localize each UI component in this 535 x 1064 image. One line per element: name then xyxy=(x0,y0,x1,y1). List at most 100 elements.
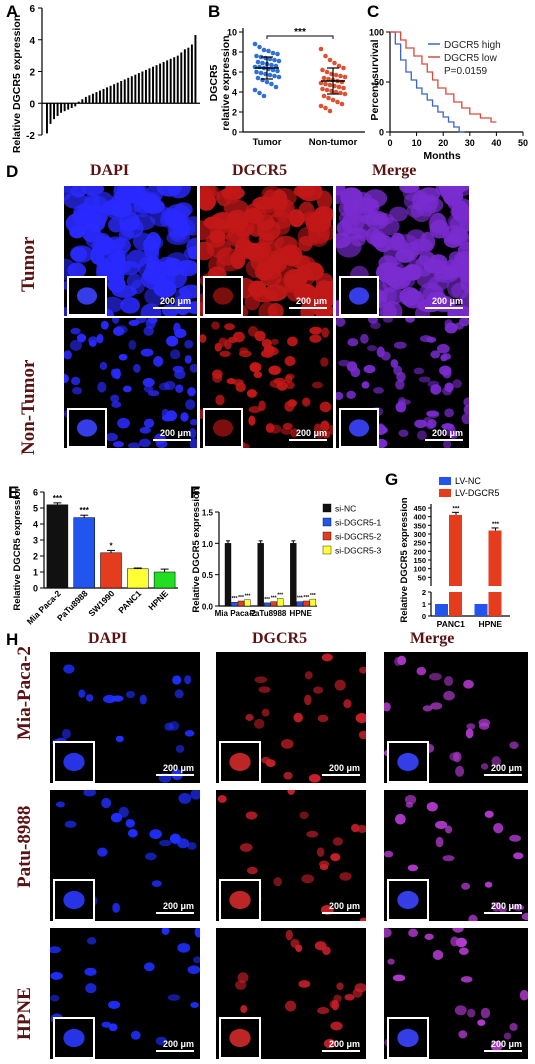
c-legend-label: DGCR5 low xyxy=(444,53,498,64)
cell xyxy=(301,397,311,407)
a-bar xyxy=(127,77,130,104)
cell xyxy=(209,229,226,243)
cell xyxy=(395,813,406,825)
g-ytick-label: 100 xyxy=(413,565,426,574)
cell xyxy=(293,285,311,301)
a-bar xyxy=(116,82,119,104)
c-series-line xyxy=(390,31,465,133)
scale-bar xyxy=(322,774,360,776)
inset-cell xyxy=(63,1028,85,1048)
cell xyxy=(443,439,452,448)
b-point xyxy=(272,57,277,63)
d-row-tumor: Tumor xyxy=(18,236,39,292)
cell xyxy=(128,339,137,351)
cell xyxy=(478,722,490,730)
cell xyxy=(84,967,97,976)
d-tumor-dapi: 200 μm xyxy=(64,186,197,316)
b-xtick-label: Non-tumor xyxy=(309,137,358,148)
b-point xyxy=(320,67,325,73)
f-bar xyxy=(290,543,297,607)
cell xyxy=(463,679,474,689)
cell xyxy=(331,999,340,1011)
cell xyxy=(321,327,330,338)
g-bar-upper xyxy=(449,514,462,586)
b-point xyxy=(338,73,343,79)
b-point xyxy=(333,72,339,78)
a-bar xyxy=(109,85,112,104)
cell xyxy=(382,300,403,316)
cell xyxy=(143,418,155,428)
e-xtick-label: SW1990 xyxy=(86,588,116,618)
inset-cell xyxy=(212,419,234,437)
cell xyxy=(509,741,519,749)
cell xyxy=(124,186,149,205)
b-point xyxy=(321,93,327,99)
cell xyxy=(309,326,322,335)
inset-image xyxy=(63,1028,85,1048)
cell xyxy=(376,346,385,358)
e-ytick-label: 4 xyxy=(33,520,38,530)
b-sig-bracket xyxy=(266,35,334,39)
cell xyxy=(336,982,344,990)
cell xyxy=(155,439,168,448)
cell xyxy=(432,949,444,960)
a-bar xyxy=(155,65,158,104)
a-bar xyxy=(49,103,52,124)
a-ytick-label: 6 xyxy=(29,4,35,15)
a-bar xyxy=(130,76,133,104)
inset-cell xyxy=(63,890,85,910)
e-sig-label: * xyxy=(109,541,113,550)
cell xyxy=(257,264,281,280)
cell xyxy=(64,258,77,280)
c-series-line xyxy=(390,31,497,123)
cell xyxy=(419,282,443,304)
a-bar xyxy=(194,34,197,104)
cell xyxy=(189,363,197,373)
cell xyxy=(347,338,359,347)
g-ytick-label: 1 xyxy=(422,600,426,609)
f-sig-label: *** xyxy=(232,596,238,602)
cell xyxy=(290,428,299,438)
inset-image xyxy=(212,419,234,437)
cell xyxy=(336,318,346,327)
cell xyxy=(187,387,196,397)
cell xyxy=(145,852,157,861)
cell xyxy=(317,223,333,241)
inset-cell xyxy=(397,1028,419,1048)
cell xyxy=(407,259,423,279)
inset-zoom xyxy=(339,276,379,316)
cell xyxy=(118,353,128,361)
panel-letter-f: F xyxy=(190,483,201,502)
cell xyxy=(317,714,329,723)
h-mia-dgcr5: 200 μm xyxy=(216,652,366,783)
f-bar xyxy=(224,543,232,607)
cell xyxy=(143,962,155,972)
cell xyxy=(269,379,283,388)
f-ytick-label: 0.5 xyxy=(202,571,214,580)
cell xyxy=(430,350,440,359)
cell xyxy=(112,902,120,913)
cell xyxy=(187,965,200,975)
g-bar-lower xyxy=(449,592,462,616)
cell xyxy=(175,744,185,753)
chart-g: Relative DGCR5 expression 01250100150200… xyxy=(399,476,510,629)
cell xyxy=(442,225,466,245)
inset-cell xyxy=(397,890,419,910)
chart-e-bars: ******* xyxy=(46,494,176,589)
scale-bar xyxy=(484,1050,522,1052)
cell xyxy=(184,730,195,737)
cell xyxy=(452,928,464,933)
cell xyxy=(246,389,257,398)
cell xyxy=(101,797,112,809)
cell xyxy=(370,321,381,330)
chart-b-significance: *** xyxy=(266,27,334,39)
cell xyxy=(399,287,421,307)
inset-image xyxy=(212,287,234,305)
f-bar xyxy=(270,601,277,607)
chart-g-legend: LV-NC LV-DGCR5 xyxy=(439,476,499,498)
cell xyxy=(422,416,433,427)
cell xyxy=(248,280,267,298)
chart-f-bars: *** *** ****** ********* *** *** xyxy=(224,540,317,607)
g-legend-label: LV-NC xyxy=(455,476,481,486)
scale-label: 200 μm xyxy=(295,428,327,438)
